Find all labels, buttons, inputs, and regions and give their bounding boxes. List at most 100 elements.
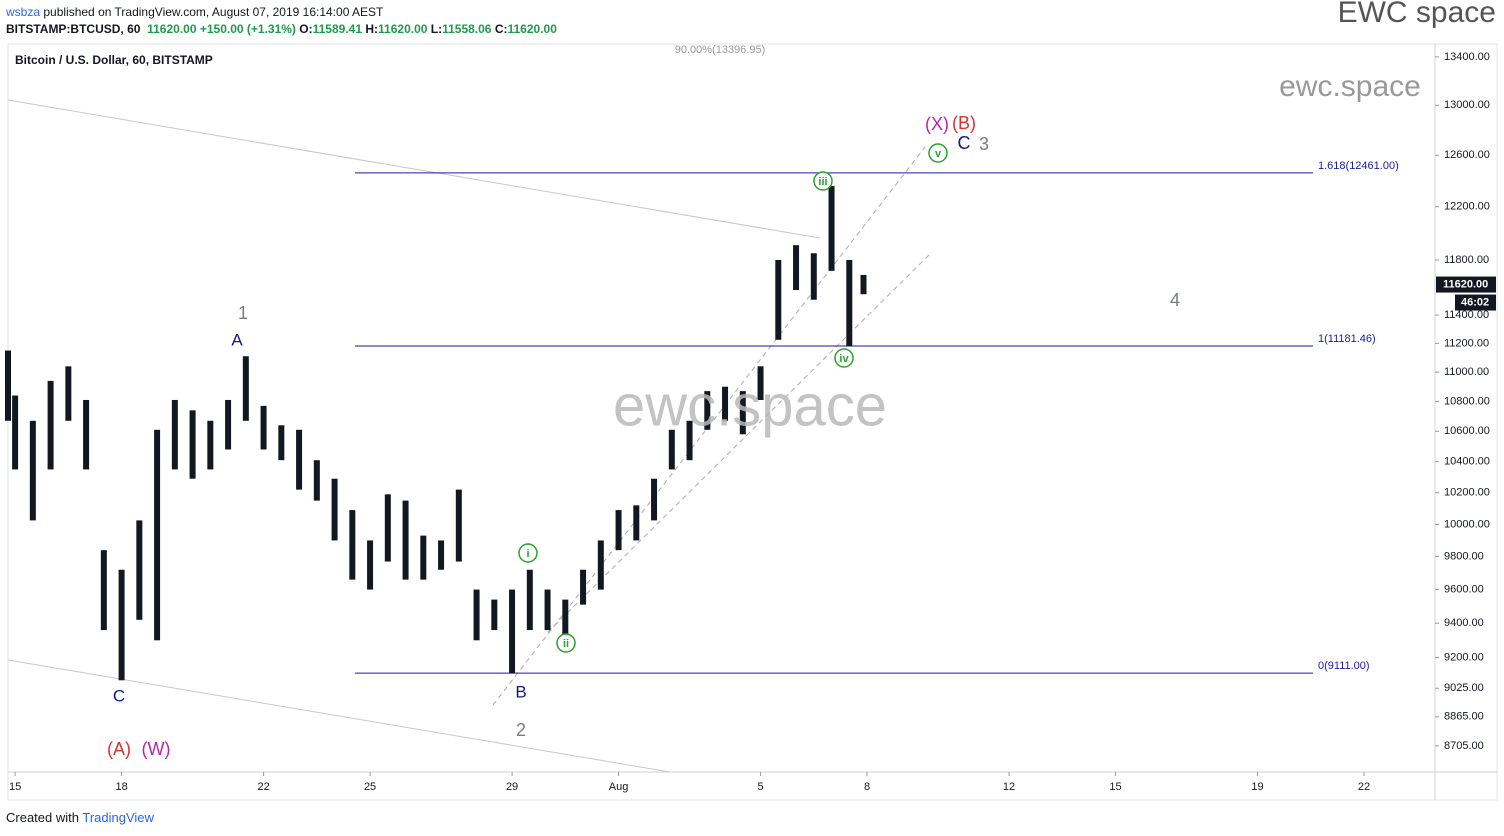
last-price-label: 11620.00 xyxy=(1443,278,1488,290)
wave-label: iii xyxy=(818,176,827,188)
price-bar xyxy=(597,540,604,590)
publisher[interactable]: wsbza xyxy=(6,5,41,19)
footer: Created with TradingView xyxy=(6,810,154,825)
price-bar xyxy=(29,420,36,521)
price-bar xyxy=(118,569,125,681)
footer-brand[interactable]: TradingView xyxy=(82,810,154,825)
x-tick-label: 25 xyxy=(364,781,376,793)
price-bar xyxy=(136,520,143,620)
change: +150.00 (+1.31%) xyxy=(199,22,296,36)
y-tick-label: 11000.00 xyxy=(1444,366,1489,378)
price-bar xyxy=(615,510,622,551)
price-bar xyxy=(278,425,285,461)
x-tick-label: 5 xyxy=(757,781,763,793)
published: published on TradingView.com, August 07,… xyxy=(43,5,384,19)
wave-label: B xyxy=(515,682,526,701)
y-tick-label: 10400.00 xyxy=(1444,456,1490,468)
price-bar xyxy=(207,420,214,470)
price-bar xyxy=(793,245,800,291)
ohlc-key: L: xyxy=(430,22,443,36)
ohlc-value: 11620.00 xyxy=(507,22,557,36)
wave-label: v xyxy=(935,148,942,160)
price-bar xyxy=(225,399,232,450)
ohlc-key: O: xyxy=(299,22,313,36)
watermark: ewc.space xyxy=(613,373,887,438)
price-bar xyxy=(739,391,746,435)
wave-label: (W) xyxy=(142,739,171,759)
y-tick-label: 11800.00 xyxy=(1444,254,1489,266)
price-bar xyxy=(704,391,711,430)
fib-level-label: 1.618(12461.00) xyxy=(1318,160,1399,172)
wave-circle xyxy=(518,543,538,563)
price-bar xyxy=(562,599,569,641)
price-bar xyxy=(810,253,817,300)
wave-circle xyxy=(834,348,854,368)
wave-label: A xyxy=(231,330,243,349)
price-bar xyxy=(5,350,11,421)
y-tick-label: 9800.00 xyxy=(1444,551,1484,563)
ohlc-value: 11558.06 xyxy=(442,22,492,36)
wave-label: C xyxy=(113,686,125,705)
price-bar xyxy=(313,460,320,501)
price-bar xyxy=(491,599,498,631)
frame xyxy=(7,43,1498,801)
wave-label: 3 xyxy=(979,134,989,154)
price-bar xyxy=(775,259,782,340)
price-bar xyxy=(438,540,445,570)
x-tick-label: 29 xyxy=(506,781,518,793)
price-bar xyxy=(296,429,303,490)
trend-line xyxy=(7,99,821,239)
x-tick-label: 19 xyxy=(1251,781,1263,793)
price-bar xyxy=(402,500,409,580)
chart: Bitcoin / U.S. Dollar, 60, BITSTAMP 90.0… xyxy=(5,43,1498,801)
ohlc-key: C: xyxy=(494,22,508,36)
price-bar xyxy=(349,510,356,580)
price-bar xyxy=(860,274,867,295)
price-bar xyxy=(47,380,54,470)
y-tick-label: 11200.00 xyxy=(1444,337,1489,349)
y-tick-label: 11400.00 xyxy=(1444,309,1489,321)
wave-label: (B) xyxy=(952,113,976,133)
wave-label: (X) xyxy=(925,114,949,134)
price-bar xyxy=(189,410,196,479)
wave-label: i xyxy=(526,548,529,560)
price-bar xyxy=(722,386,729,421)
y-tick-label: 10800.00 xyxy=(1444,395,1490,407)
y-tick-label: 9025.00 xyxy=(1444,682,1484,694)
price-bar xyxy=(651,478,658,521)
price-bar xyxy=(509,589,516,674)
price-bar xyxy=(384,494,391,562)
wave-label: ii xyxy=(563,638,569,650)
ohlc-value: 11620.00 xyxy=(378,22,428,36)
y-tick-label: 9200.00 xyxy=(1444,651,1484,663)
quote-line: BITSTAMP:BTCUSD, 60 11620.00 +150.00 (+1… xyxy=(6,22,557,36)
price-bar xyxy=(633,505,640,541)
created: Created with xyxy=(6,810,79,825)
y-tick-label: 10600.00 xyxy=(1444,425,1490,437)
ohlc-value: 11589.41 xyxy=(312,22,363,36)
y-tick-label: 13000.00 xyxy=(1444,99,1490,111)
y-tick-label: 12600.00 xyxy=(1444,149,1490,161)
wave-label: C xyxy=(958,133,971,153)
wave-circle xyxy=(813,171,833,191)
price-bar xyxy=(83,399,90,470)
fib-level-label: 0(9111.00) xyxy=(1318,660,1370,672)
price-bar xyxy=(154,429,161,641)
y-tick-label: 9600.00 xyxy=(1444,583,1484,595)
chart-title: Bitcoin / U.S. Dollar, 60, BITSTAMP xyxy=(15,53,213,67)
x-tick-label: Aug xyxy=(609,781,629,793)
trend-line xyxy=(7,659,671,773)
price-bar xyxy=(242,356,249,421)
price-bar xyxy=(100,550,107,631)
channel-line xyxy=(547,251,933,633)
countdown-box xyxy=(1455,294,1496,311)
price-bar xyxy=(686,420,693,461)
wave-label: (A) xyxy=(107,739,131,759)
x-tick-label: 22 xyxy=(257,781,269,793)
price-bar xyxy=(367,540,374,590)
y-tick-label: 10200.00 xyxy=(1444,487,1490,499)
x-tick-label: 8 xyxy=(864,781,870,793)
price-bar xyxy=(668,429,675,470)
price-bar xyxy=(757,366,764,400)
